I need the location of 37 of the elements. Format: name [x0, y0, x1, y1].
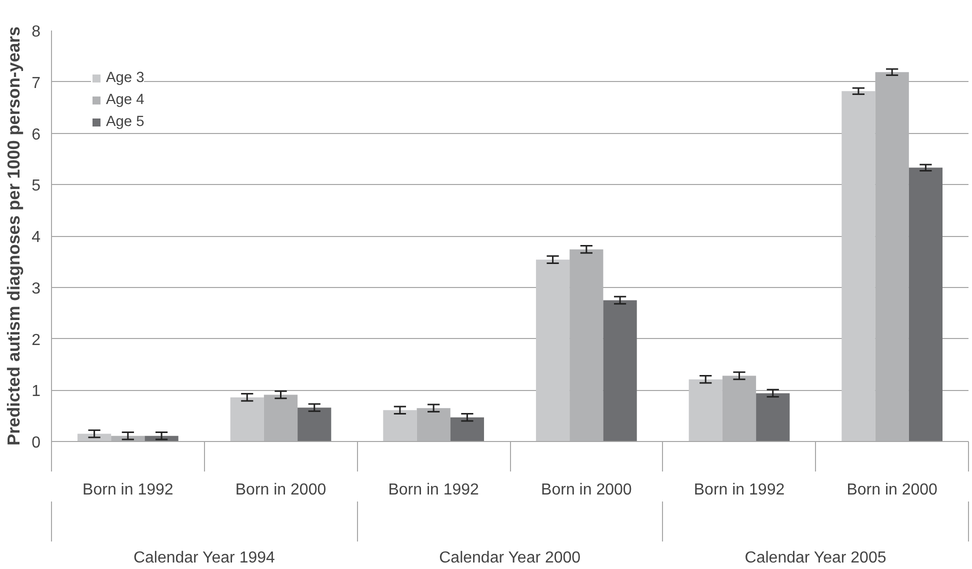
bar — [875, 72, 909, 442]
bar — [842, 91, 876, 442]
text: Calendar Year 2000 — [439, 550, 581, 566]
bar — [908, 168, 943, 442]
bar — [383, 410, 417, 442]
bar — [230, 397, 264, 442]
bar — [688, 379, 722, 442]
y-tick-label: 6 — [32, 126, 41, 144]
y-tick-label: 8 — [32, 24, 41, 40]
x-tick-label: Born in 2000 — [541, 482, 632, 498]
y-tick-label: 7 — [32, 74, 41, 92]
x-tick-label: Born in 1992 — [388, 482, 480, 498]
text: Calendar Year 1994 — [133, 550, 276, 566]
bar — [756, 393, 790, 442]
y-tick-label: 2 — [32, 332, 41, 349]
y-tick-label: 5 — [32, 178, 41, 195]
legend-label: Age 5 — [106, 114, 144, 130]
bar — [416, 408, 450, 442]
legend-label: Age 4 — [106, 92, 144, 108]
y-tick-label: 0 — [32, 434, 41, 452]
y-tick-label: 4 — [32, 229, 41, 246]
bar — [603, 300, 637, 442]
bar — [264, 394, 298, 442]
bar — [298, 408, 332, 442]
bar — [570, 249, 604, 442]
bar — [722, 376, 756, 442]
text: Calendar Year 2005 — [744, 550, 886, 566]
x-tick-label: Born in 1992 — [694, 482, 785, 498]
y-tick-label: 1 — [32, 383, 41, 400]
x-tick-label: Born in 1992 — [82, 482, 174, 498]
bar — [536, 260, 570, 442]
x-tick-label: Born in 2000 — [235, 482, 326, 498]
y-tick-label: 3 — [32, 280, 41, 298]
bar — [450, 417, 484, 442]
x-tick-label: Born in 2000 — [846, 482, 938, 498]
legend-label: Age 3 — [106, 70, 144, 86]
y-axis-title: Predicted autism diagnoses per 1000 person-years — [4, 26, 24, 446]
